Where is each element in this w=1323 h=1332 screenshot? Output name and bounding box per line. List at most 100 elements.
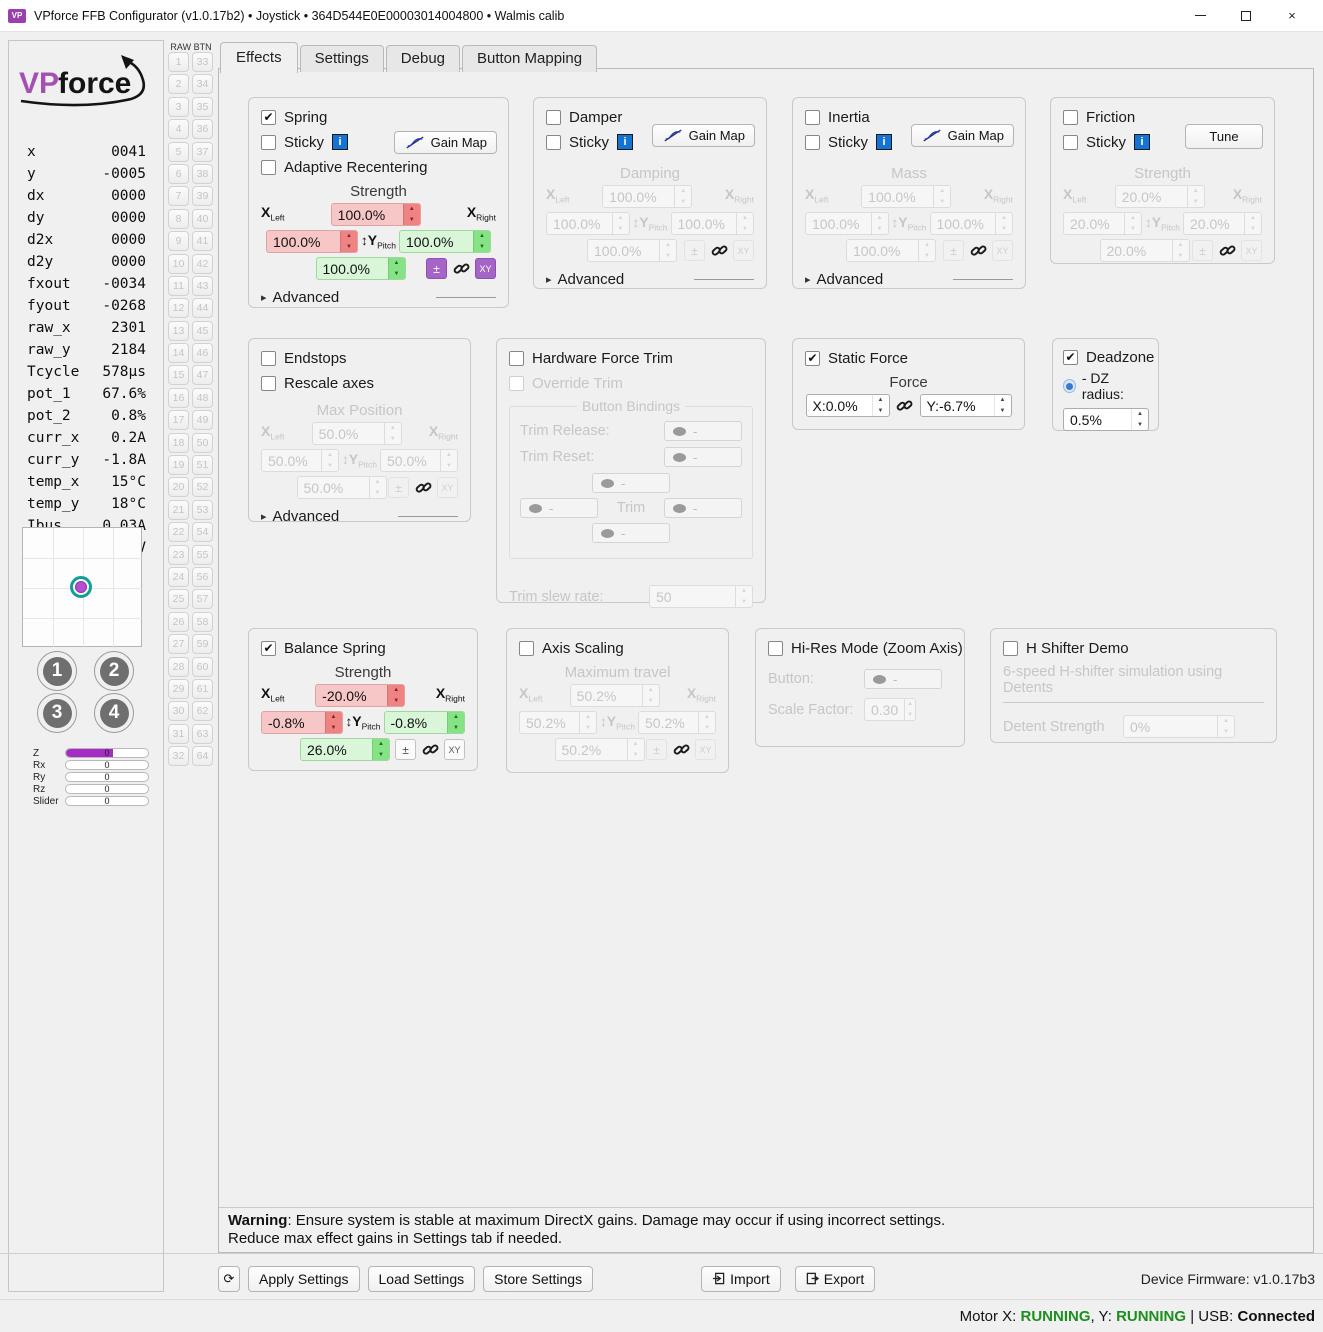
spinner-arrows[interactable]: ▲ ▼: [340, 231, 357, 252]
inertia-bottom-spinner[interactable]: 100.0% ▲ ▼: [846, 239, 936, 262]
spin-down-icon[interactable]: ▼: [1137, 421, 1143, 428]
export-button[interactable]: Export: [794, 1265, 876, 1292]
load-settings-button[interactable]: Load Settings: [367, 1265, 476, 1292]
xy-button[interactable]: XY: [992, 240, 1013, 261]
spinner-arrows[interactable]: ▲ ▼: [387, 258, 405, 279]
friction-tune-button[interactable]: Tune: [1185, 124, 1263, 149]
spinner-arrows[interactable]: ▲ ▼: [736, 213, 753, 234]
close-button[interactable]: ×: [1288, 8, 1296, 23]
spinner-arrows[interactable]: ▲ ▼: [579, 712, 596, 733]
spinner-arrows[interactable]: ▲ ▼: [659, 240, 676, 261]
trim-up-bind-button[interactable]: -: [592, 473, 670, 493]
spring-adaptive-checkbox[interactable]: [261, 159, 276, 175]
spin-down-icon[interactable]: ▼: [1130, 225, 1136, 232]
friction-bottom-spinner[interactable]: 20.0% ▲ ▼: [1099, 239, 1190, 262]
plus-minus-button[interactable]: ±: [388, 477, 409, 498]
axis_scaling-left-spinner[interactable]: 50.2% ▲ ▼: [519, 711, 597, 734]
axis_scaling-right-spinner[interactable]: 50.2% ▲ ▼: [638, 711, 716, 734]
spinner-arrows[interactable]: ▲ ▼: [1124, 213, 1141, 234]
spinner-arrows[interactable]: ▲ ▼: [324, 712, 342, 733]
plus-minus-button[interactable]: ±: [646, 739, 667, 760]
trim-right-bind-button[interactable]: -: [663, 498, 742, 518]
spin-down-icon[interactable]: ▼: [877, 407, 884, 414]
store-settings-button[interactable]: Store Settings: [483, 1265, 594, 1292]
trim-slew-rate-spinner[interactable]: 50 ▲ ▼: [649, 585, 753, 608]
spin-down-icon[interactable]: ▼: [330, 724, 337, 731]
damper-top-spinner[interactable]: 100.0% ▲ ▼: [602, 185, 693, 208]
spinner-arrows[interactable]: ▲ ▼: [1217, 716, 1234, 737]
info-icon[interactable]: i: [332, 134, 349, 150]
spin-up-icon[interactable]: ▲: [327, 452, 333, 459]
plus-minus-button[interactable]: ±: [395, 739, 416, 760]
tab-effects[interactable]: Effects: [220, 42, 298, 73]
spinner-arrows[interactable]: ▲ ▼: [641, 685, 659, 706]
spin-up-icon[interactable]: ▲: [632, 741, 639, 748]
inertia-left-spinner[interactable]: 100.0% ▲ ▼: [805, 212, 889, 235]
spinner-arrows[interactable]: ▲ ▼: [383, 423, 401, 444]
spin-up-icon[interactable]: ▲: [393, 687, 400, 694]
friction-checkbox[interactable]: [1063, 109, 1078, 125]
damper-gain-map-button[interactable]: Gain Map: [651, 124, 755, 147]
friction-right-spinner[interactable]: 20.0% ▲ ▼: [1183, 212, 1262, 235]
spin-up-icon[interactable]: ▲: [1001, 215, 1007, 222]
spin-up-icon[interactable]: ▲: [408, 206, 415, 213]
spin-down-icon[interactable]: ▼: [680, 198, 687, 205]
endstops-left-spinner[interactable]: 50.0% ▲ ▼: [261, 449, 339, 472]
hardware-force-trim-checkbox[interactable]: [509, 350, 524, 366]
link-axes-icon[interactable]: [671, 740, 691, 760]
spinner-arrows[interactable]: ▲ ▼: [473, 231, 490, 252]
spring-right-spinner[interactable]: 100.0% ▲ ▼: [399, 230, 491, 253]
damper-advanced-toggle[interactable]: ▸ Advanced: [546, 271, 754, 288]
spin-down-icon[interactable]: ▼: [1223, 728, 1229, 735]
inertia-advanced-toggle[interactable]: ▸ Advanced: [805, 271, 1013, 288]
refresh-button[interactable]: ⟳: [218, 1265, 240, 1292]
spring-advanced-toggle[interactable]: ▸ Advanced: [261, 289, 496, 306]
spin-up-icon[interactable]: ▲: [346, 233, 352, 240]
endstops-top-spinner[interactable]: 50.0% ▲ ▼: [311, 422, 402, 445]
maximize-button[interactable]: [1223, 0, 1269, 32]
spin-up-icon[interactable]: ▲: [1223, 718, 1229, 725]
spin-up-icon[interactable]: ▲: [665, 242, 671, 249]
spin-down-icon[interactable]: ▼: [408, 216, 415, 223]
scale-factor-spinner[interactable]: 0.30 ▲ ▼: [864, 698, 916, 721]
spinner-arrows[interactable]: ▲ ▼: [698, 712, 715, 733]
tab-settings[interactable]: Settings: [299, 45, 384, 72]
spin-up-icon[interactable]: ▲: [999, 397, 1006, 404]
trim-down-bind-button[interactable]: -: [592, 523, 670, 543]
spin-down-icon[interactable]: ▼: [393, 697, 400, 704]
info-icon[interactable]: i: [617, 134, 634, 150]
link-axes-icon[interactable]: [709, 241, 729, 261]
trim-release-bind-button[interactable]: -: [664, 421, 742, 441]
spinner-arrows[interactable]: ▲ ▼: [447, 712, 464, 733]
spinner-arrows[interactable]: ▲ ▼: [735, 586, 752, 607]
spinner-arrows[interactable]: ▲ ▼: [871, 395, 889, 416]
spin-down-icon[interactable]: ▼: [665, 252, 671, 259]
spin-down-icon[interactable]: ▼: [374, 489, 381, 496]
spin-up-icon[interactable]: ▲: [446, 452, 452, 459]
dz-radius-spinner[interactable]: 0.5% ▲ ▼: [1063, 408, 1149, 431]
spin-up-icon[interactable]: ▲: [389, 425, 396, 432]
spin-down-icon[interactable]: ▼: [704, 724, 710, 731]
inertia-top-spinner[interactable]: 100.0% ▲ ▼: [861, 185, 952, 208]
spin-up-icon[interactable]: ▲: [585, 714, 591, 721]
info-icon[interactable]: i: [876, 134, 893, 150]
hires-button-bind-button[interactable]: -: [864, 669, 942, 689]
spin-down-icon[interactable]: ▼: [924, 252, 930, 259]
spinner-arrows[interactable]: ▲ ▼: [1186, 186, 1204, 207]
link-axes-icon[interactable]: [968, 241, 988, 261]
spinner-arrows[interactable]: ▲ ▼: [1131, 409, 1148, 430]
spinner-arrows[interactable]: ▲ ▼: [904, 699, 915, 720]
spin-up-icon[interactable]: ▲: [924, 242, 930, 249]
spinner-arrows[interactable]: ▲ ▼: [611, 213, 629, 234]
balance-spring-checkbox[interactable]: ✔: [261, 640, 276, 656]
spinner-arrows[interactable]: ▲ ▼: [1244, 213, 1261, 234]
spin-down-icon[interactable]: ▼: [907, 711, 914, 718]
deadzone-checkbox[interactable]: ✔: [1063, 349, 1078, 365]
spinner-arrows[interactable]: ▲ ▼: [995, 213, 1012, 234]
hires-mode-checkbox[interactable]: [768, 640, 783, 656]
inertia-checkbox[interactable]: [805, 109, 820, 125]
balance-bottom-spinner[interactable]: 26.0% ▲ ▼: [300, 738, 390, 761]
spring-left-spinner[interactable]: 100.0% ▲ ▼: [266, 230, 358, 253]
spin-up-icon[interactable]: ▲: [479, 233, 485, 240]
friction-top-spinner[interactable]: 20.0% ▲ ▼: [1114, 185, 1205, 208]
